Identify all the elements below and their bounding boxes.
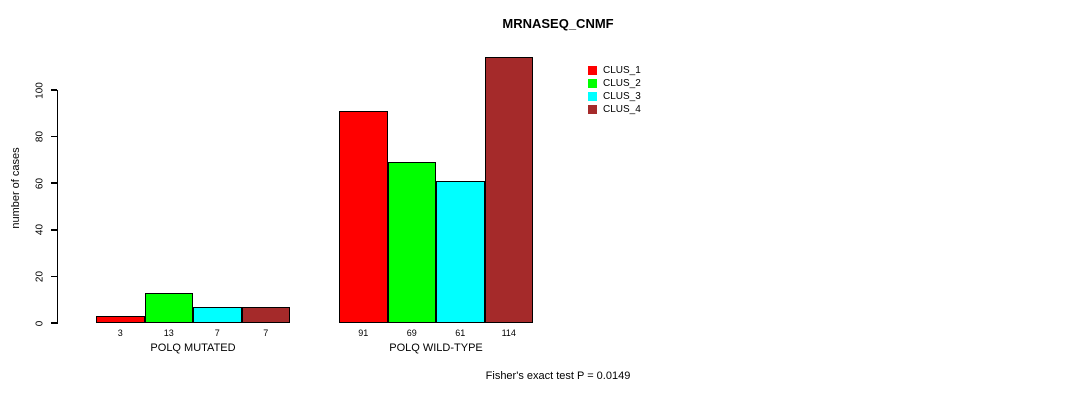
legend-item: CLUS_2 bbox=[588, 77, 641, 90]
legend-label: CLUS_1 bbox=[603, 65, 641, 76]
y-tick bbox=[51, 229, 57, 231]
bar-value-label: 7 bbox=[214, 328, 220, 338]
legend-item: CLUS_4 bbox=[588, 103, 641, 116]
legend: CLUS_1 CLUS_2 CLUS_3 CLUS_4 bbox=[588, 64, 641, 116]
bar-value-label: 13 bbox=[163, 328, 174, 338]
legend-swatch-icon bbox=[588, 79, 597, 88]
y-tick-label: 20 bbox=[34, 270, 46, 282]
y-tick-label: 60 bbox=[34, 177, 46, 189]
y-tick bbox=[51, 89, 57, 91]
legend-swatch-icon bbox=[588, 92, 597, 101]
bar-value-label: 7 bbox=[263, 328, 269, 338]
bar-clus_4 bbox=[241, 306, 290, 323]
y-tick bbox=[51, 275, 57, 278]
bar-clus_2 bbox=[144, 292, 193, 323]
y-tick bbox=[51, 322, 57, 324]
y-tick-label: 80 bbox=[34, 131, 46, 143]
y-axis-line bbox=[56, 90, 58, 324]
chart-title: MRNASEQ_CNMF bbox=[502, 16, 614, 31]
bar-clus_1 bbox=[339, 110, 388, 323]
bar-value-label: 114 bbox=[501, 328, 516, 338]
y-tick bbox=[51, 182, 57, 184]
bar-clus_2 bbox=[387, 162, 436, 323]
x-category-label: POLQ WILD-TYPE bbox=[389, 342, 483, 354]
footnote-text: Fisher's exact test P = 0.0149 bbox=[485, 370, 631, 382]
legend-swatch-icon bbox=[588, 66, 597, 75]
bar-clus_1 bbox=[96, 316, 145, 323]
legend-label: CLUS_3 bbox=[603, 91, 641, 102]
legend-swatch-icon bbox=[588, 105, 597, 114]
bar-value-label: 91 bbox=[358, 328, 369, 338]
y-axis-label: number of cases bbox=[10, 147, 22, 229]
legend-item: CLUS_3 bbox=[588, 90, 641, 103]
bar-clus_3 bbox=[436, 180, 485, 323]
y-tick bbox=[51, 135, 57, 138]
y-tick-label: 0 bbox=[34, 320, 46, 326]
legend-label: CLUS_2 bbox=[603, 78, 641, 89]
bar-clus_3 bbox=[193, 306, 242, 323]
legend-label: CLUS_4 bbox=[603, 104, 641, 115]
bar-clus_4 bbox=[484, 57, 533, 323]
bar-value-label: 3 bbox=[117, 328, 123, 338]
y-tick-label: 100 bbox=[34, 81, 46, 99]
y-tick-label: 40 bbox=[34, 224, 46, 236]
bar-value-label: 69 bbox=[406, 328, 417, 338]
x-category-label: POLQ MUTATED bbox=[150, 342, 236, 354]
legend-item: CLUS_1 bbox=[588, 64, 641, 77]
bar-value-label: 61 bbox=[455, 328, 466, 338]
